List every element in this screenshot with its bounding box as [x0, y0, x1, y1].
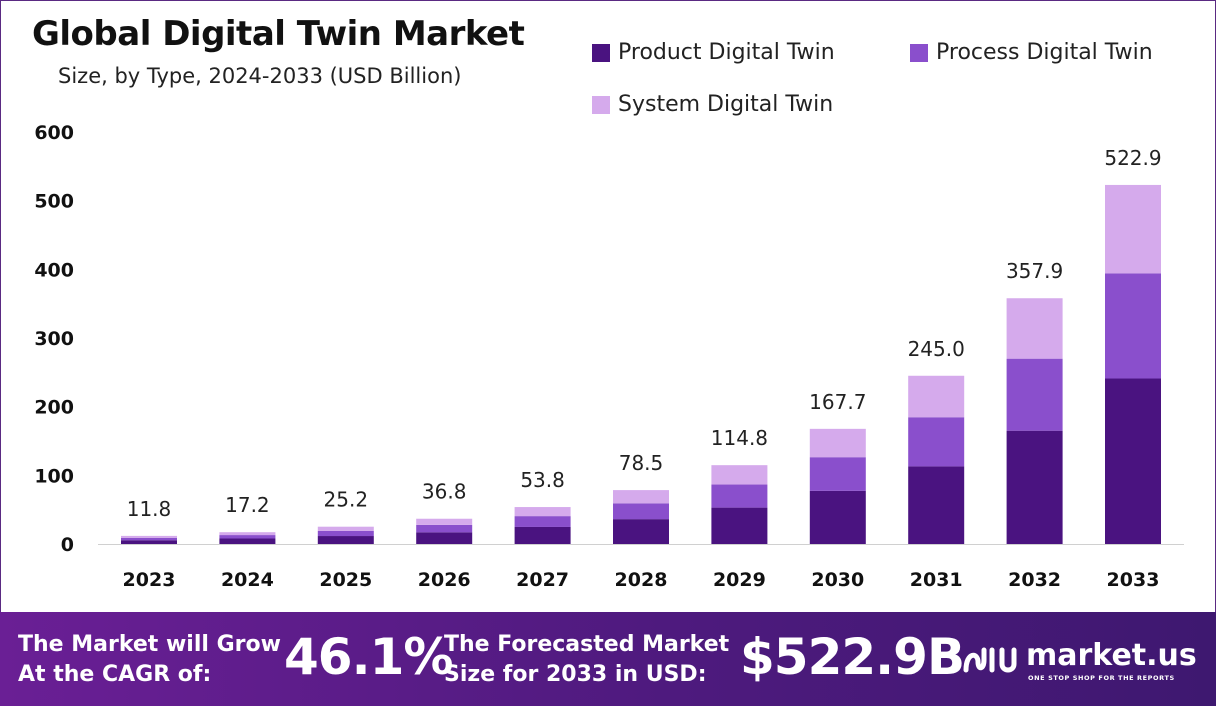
legend-label-process: Process Digital Twin — [936, 40, 1153, 65]
bar-segment-process — [121, 537, 177, 541]
legend-label-product: Product Digital Twin — [618, 40, 835, 65]
cagr-label-line1: The Market will Grow — [18, 632, 281, 657]
x-tick-label: 2031 — [910, 569, 963, 591]
bar-segment-product — [711, 507, 768, 544]
bar-segment-process — [317, 530, 374, 537]
bar-total-label: 167.7 — [809, 390, 866, 414]
y-tick-label: 300 — [34, 328, 74, 350]
bar-segment-system — [613, 490, 669, 504]
bar-segment-system — [317, 526, 374, 531]
x-tick-label: 2029 — [713, 569, 766, 591]
footer-banner: The Market will Grow At the CAGR of: 46.… — [0, 612, 1216, 706]
x-tick-label: 2024 — [221, 569, 274, 591]
bar-segment-product — [1105, 378, 1161, 544]
bar-segment-product — [514, 526, 571, 544]
bar-total-label: 78.5 — [619, 451, 664, 475]
y-tick-label: 0 — [61, 534, 74, 556]
bar-total-label: 11.8 — [127, 497, 172, 521]
x-tick-label: 2027 — [516, 569, 569, 591]
y-tick-label: 500 — [34, 191, 74, 213]
legend-swatch-process — [910, 43, 928, 62]
legend-label-system: System Digital Twin — [618, 92, 834, 117]
forecast-label: The Forecasted Market Size for 2033 in U… — [444, 630, 729, 690]
bar-segment-product — [613, 519, 669, 544]
x-tick-label: 2032 — [1008, 569, 1061, 591]
bar-total-label: 114.8 — [711, 426, 768, 450]
x-tick-label: 2026 — [418, 569, 471, 591]
x-tick-label: 2028 — [615, 569, 668, 591]
bar-segment-process — [1105, 273, 1161, 379]
bar-segment-system — [809, 428, 866, 458]
bar-segment-system — [711, 465, 768, 485]
bar-segment-process — [908, 417, 965, 467]
legend-item-process: Process Digital Twin — [910, 40, 1153, 65]
forecast-label-line1: The Forecasted Market — [444, 632, 730, 657]
bar-segment-product — [809, 490, 866, 544]
bar-segment-process — [1006, 358, 1063, 431]
bar-segment-process — [809, 457, 866, 491]
brand-logo[interactable]: market.us ONE STOP SHOP FOR THE REPORTS — [962, 638, 1202, 686]
bar-total-label: 53.8 — [520, 468, 565, 492]
bar-segment-process — [219, 535, 276, 539]
brand-name: market.us — [1026, 638, 1197, 673]
legend: Product Digital Twin Process Digital Twi… — [592, 40, 1202, 130]
forecast-value: $522.9B — [740, 628, 965, 686]
y-tick-label: 100 — [34, 465, 74, 487]
bar-segment-product — [317, 536, 374, 544]
bar-total-label: 36.8 — [422, 480, 467, 504]
x-tick-label: 2030 — [811, 569, 864, 591]
cagr-label: The Market will Grow At the CAGR of: — [18, 630, 281, 690]
bar-segment-product — [121, 540, 177, 544]
legend-item-system: System Digital Twin — [592, 92, 833, 117]
bar-segment-product — [416, 532, 473, 544]
bar-total-label: 17.2 — [225, 493, 270, 517]
bar-segment-system — [416, 518, 473, 525]
bar-segment-system — [1105, 184, 1161, 274]
bar-chart: 0 100 200 300 400 500 600 11.8 2023 17.2 2024 25.2 2… — [34, 122, 1184, 591]
bar-total-label: 357.9 — [1006, 259, 1063, 283]
x-tick-label: 2025 — [319, 569, 372, 591]
bar-total-label: 522.9 — [1104, 146, 1161, 170]
bar-segment-system — [219, 532, 276, 536]
brand-tagline: ONE STOP SHOP FOR THE REPORTS — [1028, 674, 1175, 682]
bar-total-label: 245.0 — [908, 337, 965, 361]
bar-segment-process — [514, 516, 571, 527]
bar-segment-system — [121, 535, 177, 538]
y-tick-label: 600 — [34, 122, 74, 144]
cagr-label-line2: At the CAGR of: — [18, 662, 212, 687]
bar-segment-product — [219, 538, 276, 544]
bar-segment-system — [514, 507, 571, 517]
cagr-value: 46.1% — [284, 628, 453, 686]
bar-segment-process — [416, 524, 473, 533]
forecast-label-line2: Size for 2033 in USD: — [444, 662, 707, 687]
x-tick-label: 2033 — [1107, 569, 1160, 591]
y-tick-label: 400 — [34, 259, 74, 281]
bar-segment-system — [1006, 298, 1063, 359]
bar-segment-process — [711, 484, 768, 508]
legend-item-product: Product Digital Twin — [592, 40, 835, 65]
bar-segment-system — [908, 375, 965, 418]
x-tick-label: 2023 — [123, 569, 176, 591]
legend-swatch-system — [592, 95, 610, 114]
y-tick-label: 200 — [34, 397, 74, 419]
chart-title: Global Digital Twin Market — [32, 14, 525, 54]
bar-segment-process — [613, 503, 669, 520]
chart-subtitle: Size, by Type, 2024-2033 (USD Billion) — [58, 64, 462, 88]
legend-swatch-product — [592, 43, 610, 62]
market-us-logo-icon — [963, 647, 1017, 673]
bar-total-label: 25.2 — [324, 488, 369, 512]
bar-segment-product — [1006, 430, 1063, 544]
bar-segment-product — [908, 466, 965, 544]
